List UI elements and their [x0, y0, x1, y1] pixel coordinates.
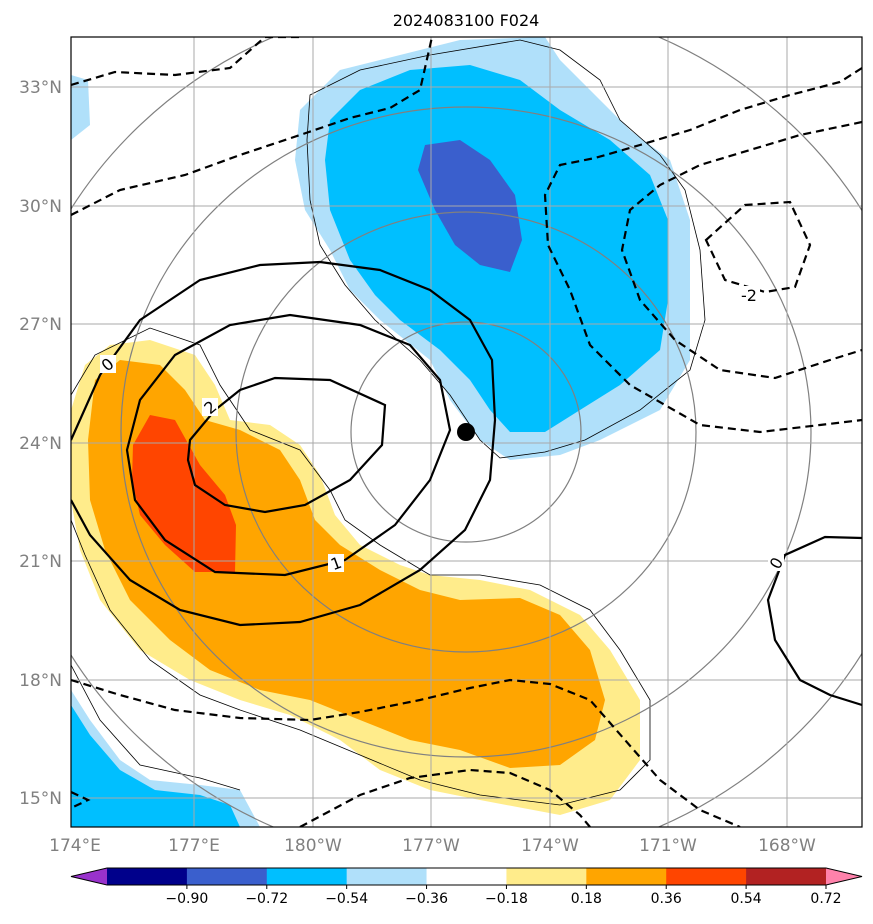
colorbar-segment — [746, 868, 827, 885]
lon-label: 171°W — [639, 836, 697, 856]
shading-outline-sw — [71, 664, 241, 791]
lon-label: 168°W — [758, 836, 816, 856]
colorbar-segment — [506, 868, 587, 885]
colorbar-segment — [586, 868, 667, 885]
lon-label: 174°E — [49, 836, 101, 856]
positive-orange-region — [88, 360, 605, 768]
colorbar-tick-label: 0.18 — [571, 891, 602, 907]
latitude-labels: 33°N 30°N 27°N 24°N 21°N 18°N 15°N — [19, 78, 62, 809]
colorbar-segment — [666, 868, 747, 885]
colorbar: −0.90 −0.72 −0.54 −0.36 −0.18 0.18 0.36 0.54 0.7… — [70, 867, 863, 907]
colorbar-tick-label: −0.54 — [325, 891, 368, 907]
contour-two — [125, 313, 452, 577]
colorbar-tick-label: 0.72 — [810, 891, 841, 907]
colorbar-extend-high — [826, 868, 862, 885]
storm-center-dot — [457, 423, 475, 441]
colorbar-tick-label: −0.18 — [485, 891, 528, 907]
shading-outline-south — [71, 327, 651, 806]
contour-labels: 0 2 1 0 -2 — [98, 286, 787, 574]
colorbar-tick-label: −0.36 — [405, 891, 448, 907]
map-plot-area: 0 2 1 0 -2 — [71, 37, 862, 827]
lon-label: 174°W — [521, 836, 579, 856]
colorbar-outline — [70, 867, 863, 886]
negative-light-blue-region-nw — [71, 75, 90, 140]
contour-label-neg-two: -2 — [741, 286, 757, 305]
positive-red-region — [132, 415, 236, 572]
colorbar-tick-label: −0.72 — [245, 891, 288, 907]
colorbar-segment — [107, 868, 188, 885]
colorbar-segment — [186, 868, 268, 885]
colorbar-tick-label: 0.36 — [651, 891, 682, 907]
lat-label: 15°N — [19, 789, 62, 809]
lat-label: 27°N — [19, 315, 62, 335]
lat-label: 30°N — [19, 197, 62, 217]
colorbar-segment — [346, 868, 428, 885]
lat-label: 18°N — [19, 671, 62, 691]
colorbar-tick-label: 0.54 — [731, 891, 762, 907]
colorbar-segment — [266, 868, 348, 885]
range-rings — [71, 37, 862, 827]
negative-contours — [71, 37, 862, 827]
longitude-labels: 174°E 177°E 180°W 177°W 174°W 171°W 168°… — [49, 836, 816, 856]
contour-inner — [186, 376, 387, 514]
lon-label: 177°W — [402, 836, 460, 856]
lon-label: 177°E — [168, 836, 220, 856]
lat-label: 33°N — [19, 78, 62, 98]
negative-blue-region-sw — [71, 705, 240, 827]
lon-label: 180°W — [284, 836, 342, 856]
colorbar-tick-label: −0.90 — [165, 891, 208, 907]
colorbar-extend-low — [71, 868, 107, 885]
lat-label: 21°N — [19, 552, 62, 572]
graticule — [71, 37, 862, 827]
map-title: 2024083100 F024 — [393, 11, 540, 30]
colorbar-segment — [426, 868, 507, 885]
contour-one — [71, 260, 497, 627]
lat-label: 24°N — [19, 434, 62, 454]
map-frame — [70, 36, 863, 828]
positive-contours — [71, 260, 862, 707]
shading-outline-north — [306, 39, 706, 459]
contour-zero-right — [766, 535, 862, 707]
